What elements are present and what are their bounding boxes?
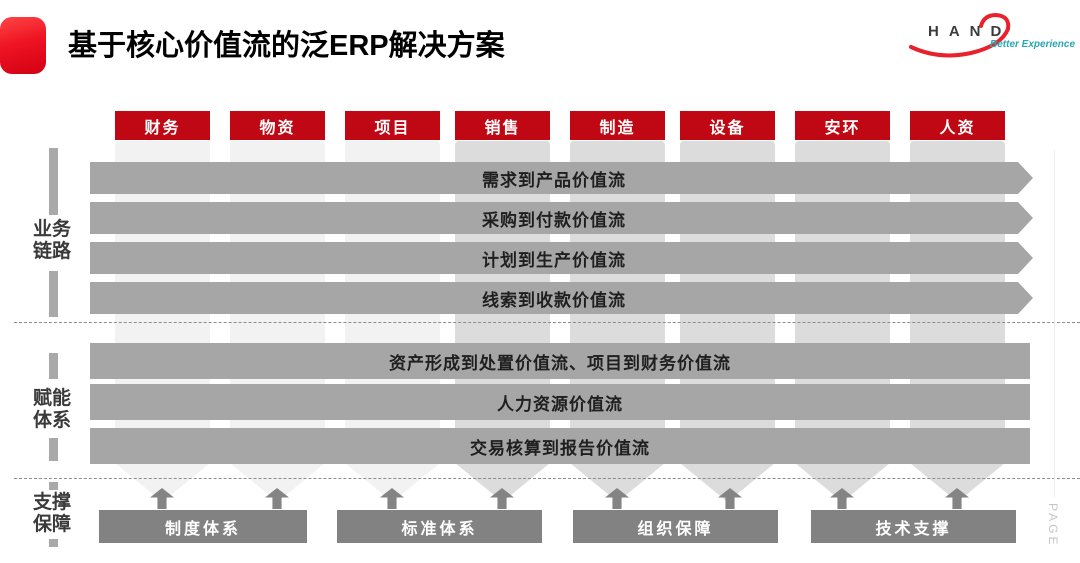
logo-wordmark: HAND xyxy=(928,23,1012,40)
dept-header-project: 项目 xyxy=(345,111,440,140)
section-divider-2 xyxy=(14,478,1080,479)
pillar-org-guarantee: 组织保障 xyxy=(573,510,778,543)
section1-bar-bottom xyxy=(49,271,58,317)
value-stream-procure-to-pay: 采购到付款价值流 xyxy=(90,202,1033,234)
section2-label-line1: 赋能 xyxy=(32,388,71,409)
section2-label-line2: 体系 xyxy=(32,410,71,431)
section3-square-top xyxy=(49,482,58,490)
logo-tagline: Better Experience xyxy=(990,39,1076,50)
hand-logo: HAND Better Experience xyxy=(895,8,1075,66)
value-stream-asset-and-project: 资产形成到处置价值流、项目到财务价值流 xyxy=(90,343,1030,379)
dept-header-equipment: 设备 xyxy=(680,111,775,140)
page-title: 基于核心价值流的泛ERP解决方案 xyxy=(68,30,505,62)
section2-bar-top xyxy=(49,353,58,379)
value-stream-lead-to-cash: 线索到收款价值流 xyxy=(90,282,1033,314)
dept-header-materials: 物资 xyxy=(230,111,325,140)
dept-header-hr: 人资 xyxy=(910,111,1005,140)
section-divider-1 xyxy=(14,322,1080,323)
logo-swoosh-icon xyxy=(909,12,1011,58)
value-stream-demand-to-product: 需求到产品价值流 xyxy=(90,162,1033,194)
dept-header-sales: 销售 xyxy=(455,111,550,140)
section3-label: 支撑 保障 xyxy=(22,492,82,536)
pillar-tech-support: 技术支撑 xyxy=(811,510,1016,543)
pillar-institution-system: 制度体系 xyxy=(99,510,307,543)
dept-header-finance: 财务 xyxy=(115,111,210,140)
page-marker: PAGE xyxy=(1046,503,1060,548)
value-stream-human-resources: 人力资源价值流 xyxy=(90,384,1030,420)
value-stream-record-to-report: 交易核算到报告价值流 xyxy=(90,428,1030,464)
section1-label: 业务 链路 xyxy=(22,219,82,263)
section3-square-bottom xyxy=(49,539,58,547)
section2-bar-bottom xyxy=(49,438,58,461)
pillar-standard-system: 标准体系 xyxy=(337,510,542,543)
title-accent-shape xyxy=(0,17,46,74)
page-guide-line xyxy=(1054,150,1055,497)
section1-label-line2: 链路 xyxy=(32,241,71,262)
dept-header-safety-env: 安环 xyxy=(795,111,890,140)
section3-label-line1: 支撑 xyxy=(32,492,71,513)
section1-label-line1: 业务 xyxy=(32,219,71,240)
section3-label-line2: 保障 xyxy=(32,514,71,535)
value-stream-plan-to-produce: 计划到生产价值流 xyxy=(90,242,1033,274)
section2-label: 赋能 体系 xyxy=(22,388,82,432)
section1-bar-top xyxy=(49,148,58,215)
dept-header-manufacturing: 制造 xyxy=(570,111,665,140)
